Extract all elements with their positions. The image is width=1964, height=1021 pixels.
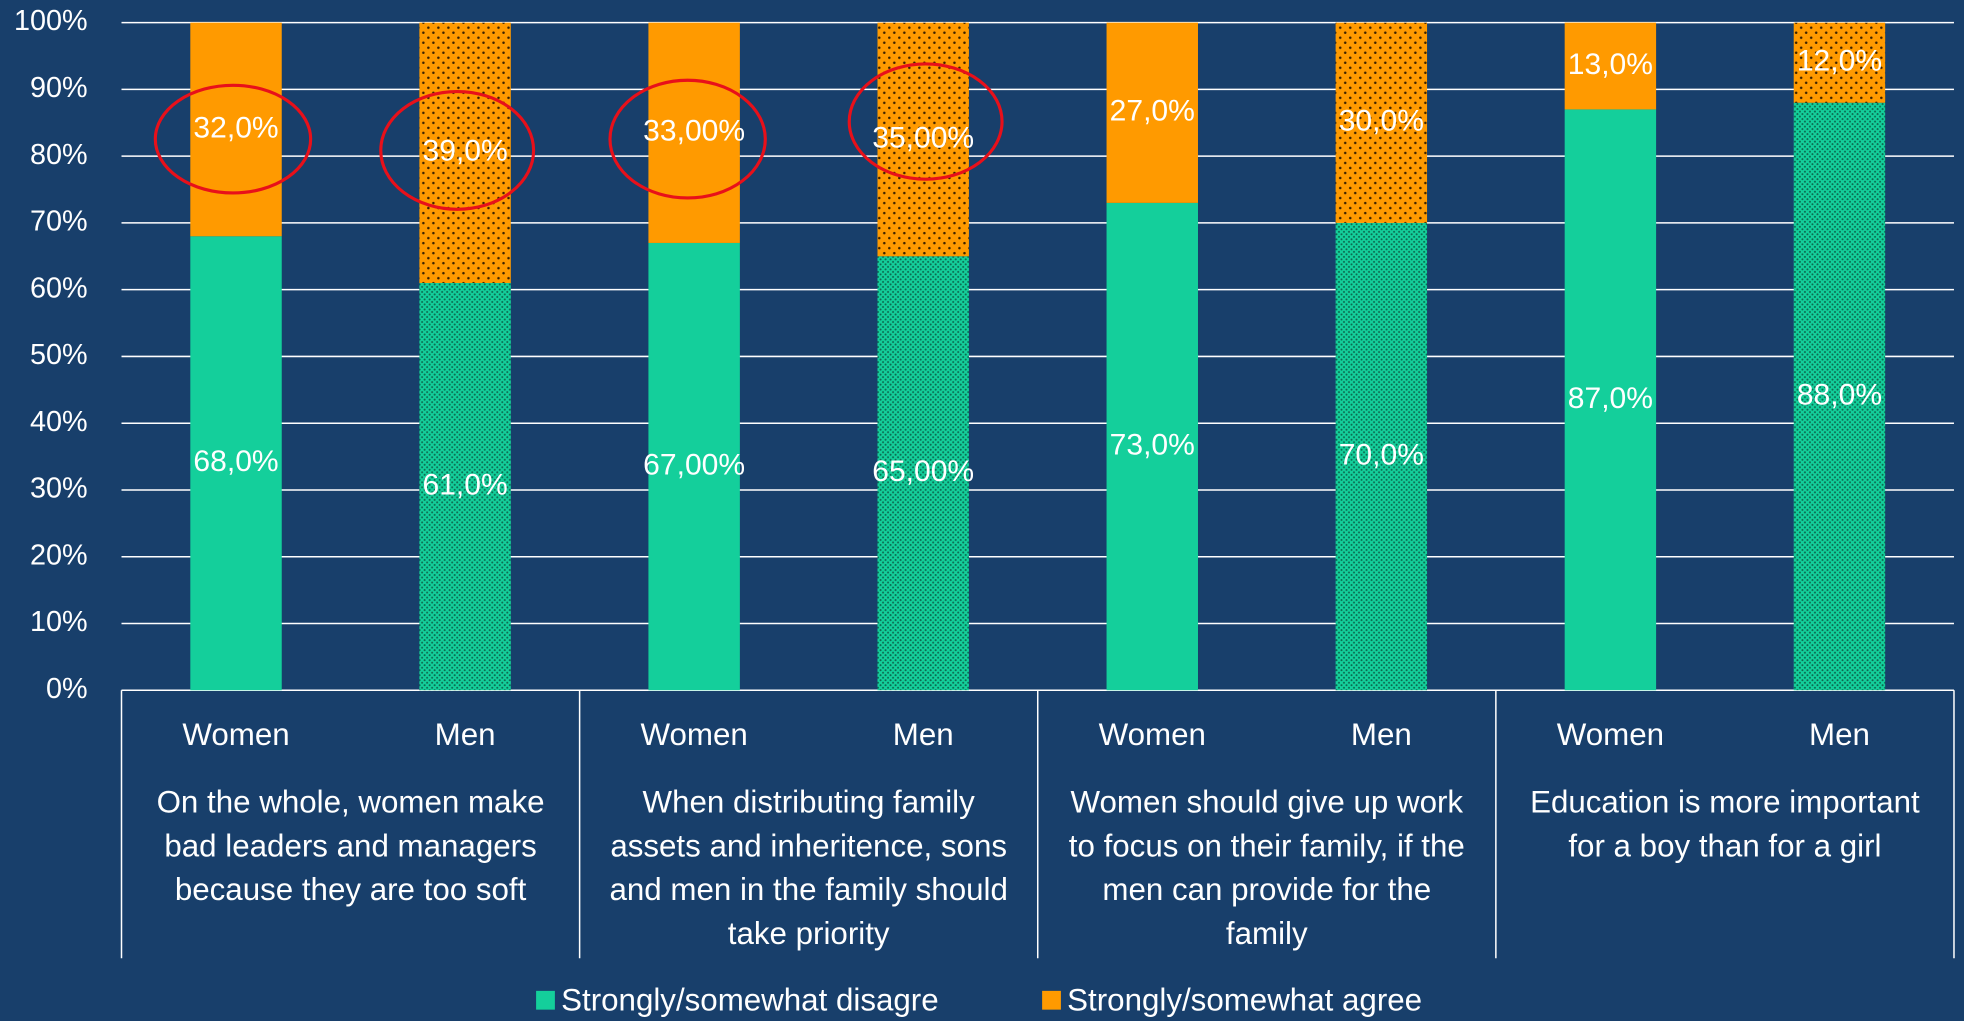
- data-label: 32,0%: [193, 111, 278, 144]
- data-label: 12,0%: [1797, 45, 1882, 78]
- y-tick-label: 20%: [30, 539, 88, 571]
- data-label: 30,0%: [1339, 105, 1424, 138]
- y-tick-label: 30%: [30, 473, 88, 505]
- y-tick-label: 60%: [30, 272, 88, 304]
- group-label: When distributing family: [643, 784, 976, 819]
- bar-segment: [1564, 22, 1657, 110]
- group-label: for a boy than for a girl: [1568, 828, 1881, 863]
- annotations: [153, 62, 1004, 211]
- highlight-circle: [608, 78, 767, 200]
- data-label: 39,0%: [422, 135, 507, 168]
- bar-segment: [190, 22, 282, 237]
- group-label: take priority: [728, 916, 890, 951]
- group-label: family: [1226, 916, 1308, 951]
- x-tick-label: Men: [1351, 717, 1412, 752]
- bar-segment: [648, 22, 740, 243]
- bar-segment: [1106, 202, 1198, 691]
- data-label: 73,0%: [1110, 429, 1195, 462]
- data-label: 13,0%: [1568, 48, 1653, 81]
- bar-segment: [419, 22, 511, 283]
- bar-segment: [648, 242, 740, 691]
- bar-segment: [1335, 222, 1428, 691]
- bar-segment: [1564, 109, 1657, 691]
- data-label: 61,0%: [422, 469, 507, 502]
- bar-segment: [1793, 102, 1886, 691]
- legend-swatch: [1042, 990, 1061, 1010]
- group-label: and men in the family should: [609, 872, 1007, 907]
- bar-segment: [877, 256, 969, 691]
- y-tick-label: 50%: [30, 339, 88, 371]
- highlight-circle: [847, 62, 1004, 181]
- group-label: Women should give up work: [1071, 784, 1464, 819]
- y-tick-label: 0%: [46, 673, 88, 705]
- y-tick-label: 10%: [30, 606, 88, 638]
- x-tick-label: Men: [435, 717, 496, 752]
- data-label: 27,0%: [1110, 95, 1195, 128]
- data-label: 88,0%: [1797, 378, 1882, 411]
- group-label: because they are too soft: [175, 872, 527, 907]
- group-label: men can provide for the: [1102, 872, 1431, 907]
- x-tick-label: Women: [641, 717, 748, 752]
- data-label: 70,0%: [1339, 439, 1424, 472]
- bar-segment: [1106, 22, 1198, 203]
- bar-segment: [1335, 22, 1428, 223]
- group-label: assets and inheritence, sons: [610, 828, 1007, 863]
- group-label: Education is more important: [1530, 784, 1920, 819]
- data-label: 33,00%: [643, 115, 745, 148]
- data-label: 65,00%: [872, 455, 974, 488]
- group-label: On the whole, women make: [157, 784, 545, 819]
- data-label: 87,0%: [1568, 382, 1653, 415]
- x-tick-label: Men: [1809, 717, 1870, 752]
- y-tick-label: 100%: [14, 5, 88, 37]
- y-tick-label: 80%: [30, 139, 88, 171]
- x-tick-label: Men: [893, 717, 954, 752]
- group-label: bad leaders and managers: [164, 828, 536, 863]
- y-tick-label: 40%: [30, 406, 88, 438]
- bar-segment: [877, 22, 969, 257]
- y-tick-label: 90%: [30, 72, 88, 104]
- legend-label: Strongly/somewhat disagre: [561, 982, 938, 1017]
- x-tick-label: Women: [1099, 717, 1206, 752]
- x-tick-label: Women: [1557, 717, 1664, 752]
- data-label: 35,00%: [872, 121, 974, 154]
- group-label: to focus on their family, if the: [1069, 828, 1465, 863]
- bar-segment: [1793, 22, 1886, 103]
- legend-label: Strongly/somewhat agree: [1067, 982, 1422, 1017]
- bar-segment: [190, 236, 282, 691]
- highlight-circle: [379, 89, 536, 211]
- highlight-circle: [153, 83, 313, 195]
- bar-segment: [419, 282, 511, 691]
- x-tick-label: Women: [182, 717, 289, 752]
- y-tick-label: 70%: [30, 206, 88, 238]
- data-label: 67,00%: [643, 449, 745, 482]
- data-label: 68,0%: [193, 445, 278, 478]
- legend-swatch: [536, 990, 555, 1010]
